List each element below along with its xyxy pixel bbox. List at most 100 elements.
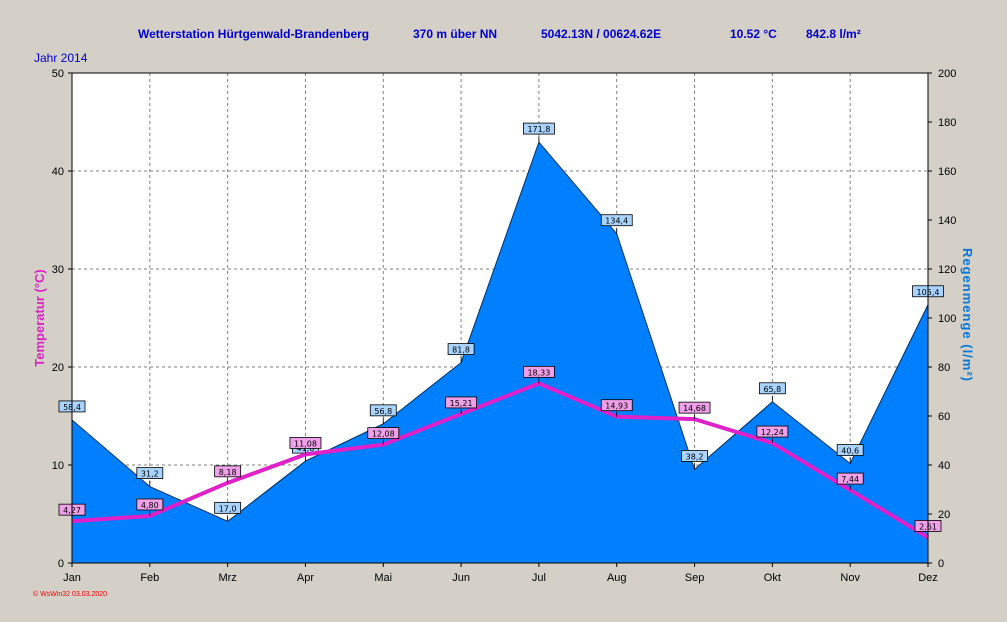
right-tick-label: 200 xyxy=(938,68,956,80)
rain-label-sep-box xyxy=(681,450,708,462)
x-tick-label: Jul xyxy=(532,572,546,584)
rain-label-nov: 40,6 xyxy=(836,444,864,456)
temp-label-feb-text: 4,80 xyxy=(141,501,159,510)
left-tick-label: 10 xyxy=(52,460,64,472)
temp-label-okt: 12,24 xyxy=(756,425,789,438)
temp-label-aug-text: 14,93 xyxy=(605,402,628,411)
rain-label-aug-box xyxy=(600,214,633,227)
rain-label-nov-box xyxy=(836,444,864,456)
rain-label-okt-box xyxy=(758,382,786,395)
temp-label-jun: 15,21 xyxy=(445,396,477,409)
temp-label-mrz-box xyxy=(214,465,242,478)
rain-label-aug: 134,4 xyxy=(600,214,633,227)
x-tick-label: Dez xyxy=(918,572,938,584)
station-name: Wetterstation Hürtgenwald-Brandenberg xyxy=(138,27,369,41)
left-axis-title: Temperatur (°C) xyxy=(32,269,47,366)
left-tick-label: 50 xyxy=(52,68,64,80)
temp-label-sep-text: 14,68 xyxy=(683,404,706,413)
rain-label-mrz-box xyxy=(214,501,242,514)
rain-label-feb-text: 31,2 xyxy=(141,470,159,479)
temp-label-apr-text: 11,08 xyxy=(294,439,317,448)
x-tick-label: Jan xyxy=(63,572,81,584)
x-tick-label: Nov xyxy=(840,572,860,584)
temp-label-aug: 14,93 xyxy=(600,399,633,412)
right-axis: 0 20 40 60 80 100 120 140 160 180 200 xyxy=(928,68,956,570)
right-tick-label: 80 xyxy=(938,362,950,374)
right-tick-label: 40 xyxy=(938,460,950,472)
rain-label-sep: 38,2 xyxy=(681,450,708,462)
right-tick-label: 140 xyxy=(938,215,956,227)
left-tick-label: 30 xyxy=(52,264,64,276)
right-axis-title: Regenmenge (l/m²) xyxy=(960,248,975,382)
temp-label-nov: 7,44 xyxy=(836,472,864,485)
rain-label-okt-text: 65,8 xyxy=(763,385,781,394)
rain-label-sep-text: 38,2 xyxy=(686,452,704,461)
rain-label-feb: 31,2 xyxy=(136,467,164,479)
left-tick-label: 20 xyxy=(52,362,64,374)
temp-label-feb: 4,80 xyxy=(136,498,164,511)
station-altitude: 370 m über NN xyxy=(413,27,497,41)
x-tick-label: Apr xyxy=(297,572,314,584)
rain-label-mai: 56,8 xyxy=(369,404,397,417)
x-tick-label: Okt xyxy=(764,572,781,584)
right-tick-label: 0 xyxy=(938,558,944,570)
right-tick-label: 60 xyxy=(938,411,950,423)
total-rainfall: 842.8 l/m² xyxy=(806,27,861,41)
right-tick-label: 120 xyxy=(938,264,956,276)
rain-label-jul-text: 171,8 xyxy=(527,125,550,134)
temp-label-mrz: 8,18 xyxy=(214,465,242,478)
temp-label-sep-box xyxy=(678,401,711,414)
rain-label-aug-text: 134,4 xyxy=(605,217,628,226)
temp-label-feb-box xyxy=(136,498,164,511)
right-tick-label: 180 xyxy=(938,117,956,129)
x-tick-label: Sep xyxy=(685,572,705,584)
left-tick-label: 40 xyxy=(52,166,64,178)
temp-label-mai-text: 12,08 xyxy=(372,430,395,439)
temperature-line xyxy=(71,381,930,540)
rain-label-okt: 65,8 xyxy=(758,382,786,395)
footer-credit: © WsWin32 03.03.2020 xyxy=(33,590,107,598)
left-tick-label: 0 xyxy=(58,558,64,570)
temp-label-mai-box xyxy=(367,427,400,440)
x-axis: Jan Feb Mrz Apr Mai Jun Jul Aug Sep Okt Nov Dez xyxy=(63,563,938,584)
rain-label-mrz-text: 17,0 xyxy=(219,504,237,513)
rain-label-mai-box xyxy=(369,404,397,417)
temp-label-sep: 14,68 xyxy=(678,401,711,414)
temp-label-aug-box xyxy=(600,399,633,412)
right-tick-label: 160 xyxy=(938,166,956,178)
temp-label-jul: 18,33 xyxy=(523,365,555,378)
right-tick-label: 100 xyxy=(938,313,956,325)
rain-label-jun-box xyxy=(447,343,475,355)
rain-label-jun-text: 81,8 xyxy=(452,346,470,355)
temp-label-mai: 12,08 xyxy=(367,427,400,440)
average-temperature: 10.52 °C xyxy=(730,27,777,41)
temp-label-nov-text: 7,44 xyxy=(841,475,859,484)
rain-label-nov-text: 40,6 xyxy=(841,447,859,456)
temp-label-jun-text: 15,21 xyxy=(450,399,473,408)
temp-label-apr: 11,08 xyxy=(289,437,322,449)
x-tick-label: Feb xyxy=(140,572,159,584)
temp-label-okt-text: 12,24 xyxy=(761,428,784,437)
x-tick-label: Aug xyxy=(607,572,627,584)
rain-label-jul: 171,8 xyxy=(523,122,555,135)
temp-label-jul-text: 18,33 xyxy=(527,368,550,377)
rain-label-jul-box xyxy=(523,122,555,135)
temp-label-nov-box xyxy=(836,472,864,485)
x-tick-label: Jun xyxy=(452,572,470,584)
rain-label-jun: 81,8 xyxy=(447,343,475,355)
x-tick-label: Mai xyxy=(374,572,392,584)
temp-label-jul-box xyxy=(523,365,555,378)
temp-label-apr-box xyxy=(289,437,322,449)
rain-label-mrz: 17,0 xyxy=(214,501,242,514)
x-tick-label: Mrz xyxy=(218,572,236,584)
rain-label-feb-box xyxy=(136,467,164,479)
temp-label-mrz-text: 8,18 xyxy=(219,468,237,477)
station-coordinates: 5042.13N / 00624.62E xyxy=(541,27,661,41)
year-label: Jahr 2014 xyxy=(34,51,88,65)
temp-label-jun-box xyxy=(445,396,477,409)
right-tick-label: 20 xyxy=(938,509,950,521)
rain-label-mai-text: 56,8 xyxy=(374,407,392,416)
left-axis: 0 10 20 30 40 50 xyxy=(52,68,72,570)
